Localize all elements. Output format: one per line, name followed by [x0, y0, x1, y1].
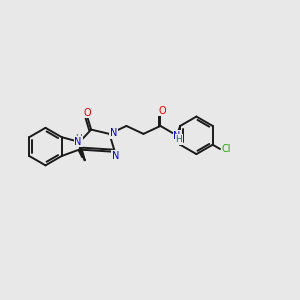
Text: N: N: [74, 136, 82, 147]
Text: N: N: [173, 131, 181, 141]
Text: O: O: [84, 108, 91, 118]
Text: O: O: [158, 106, 166, 116]
Text: H: H: [75, 134, 82, 143]
Text: Cl: Cl: [221, 144, 231, 154]
Text: N: N: [110, 128, 117, 139]
Text: N: N: [112, 151, 119, 161]
Text: H: H: [176, 135, 182, 144]
